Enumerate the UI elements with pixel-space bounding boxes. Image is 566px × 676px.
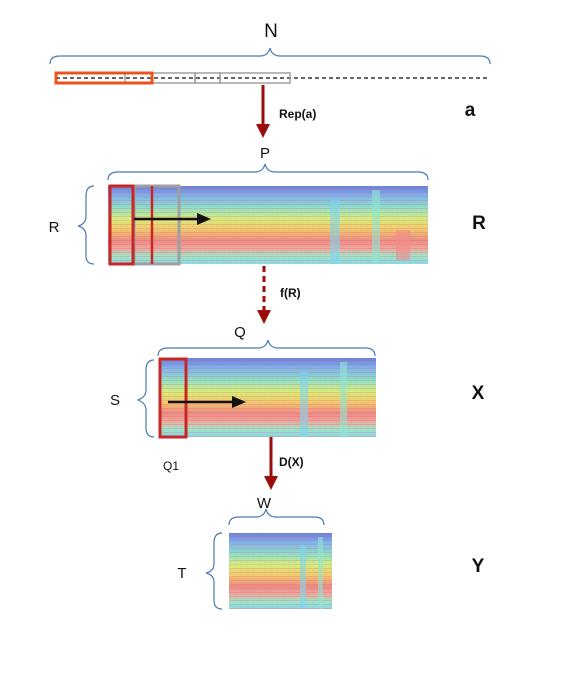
- brace-Q: [157, 339, 376, 357]
- signal-frame-gray-3: [219, 72, 291, 84]
- label-N: N: [264, 21, 278, 42]
- brace-N: [49, 47, 491, 65]
- label-W: W: [257, 495, 272, 512]
- spectrogram-Y: [229, 533, 332, 609]
- label-R-side: R: [49, 219, 60, 236]
- label-rep: Rep(a): [279, 107, 316, 121]
- label-a: a: [465, 100, 476, 121]
- label-fR: f(R): [280, 286, 301, 300]
- brace-P: [107, 163, 429, 181]
- spectrogram-R: [108, 186, 428, 264]
- arrow-black-X-head: [232, 396, 246, 408]
- brace-T: [205, 532, 223, 610]
- arrow-DX-head: [264, 476, 278, 490]
- label-T: T: [177, 565, 186, 582]
- spectrogram-X: [160, 358, 376, 437]
- label-P: P: [260, 145, 270, 162]
- label-Y: Y: [472, 556, 485, 577]
- label-S: S: [110, 392, 120, 409]
- window-red-R: [108, 184, 135, 266]
- label-DX: D(X): [279, 455, 304, 469]
- label-R-row: R: [472, 213, 486, 234]
- label-X: X: [472, 383, 485, 404]
- arrow-fR-head: [257, 310, 271, 324]
- brace-S: [136, 359, 155, 438]
- signal-window-orange: [54, 71, 154, 85]
- window-red-X: [158, 357, 188, 439]
- label-Q1: Q1: [163, 459, 179, 473]
- brace-W: [228, 508, 325, 526]
- arrow-rep-head: [256, 124, 270, 138]
- arrow-black-R-head: [197, 213, 211, 225]
- brace-R: [77, 185, 95, 265]
- label-Q: Q: [234, 324, 246, 341]
